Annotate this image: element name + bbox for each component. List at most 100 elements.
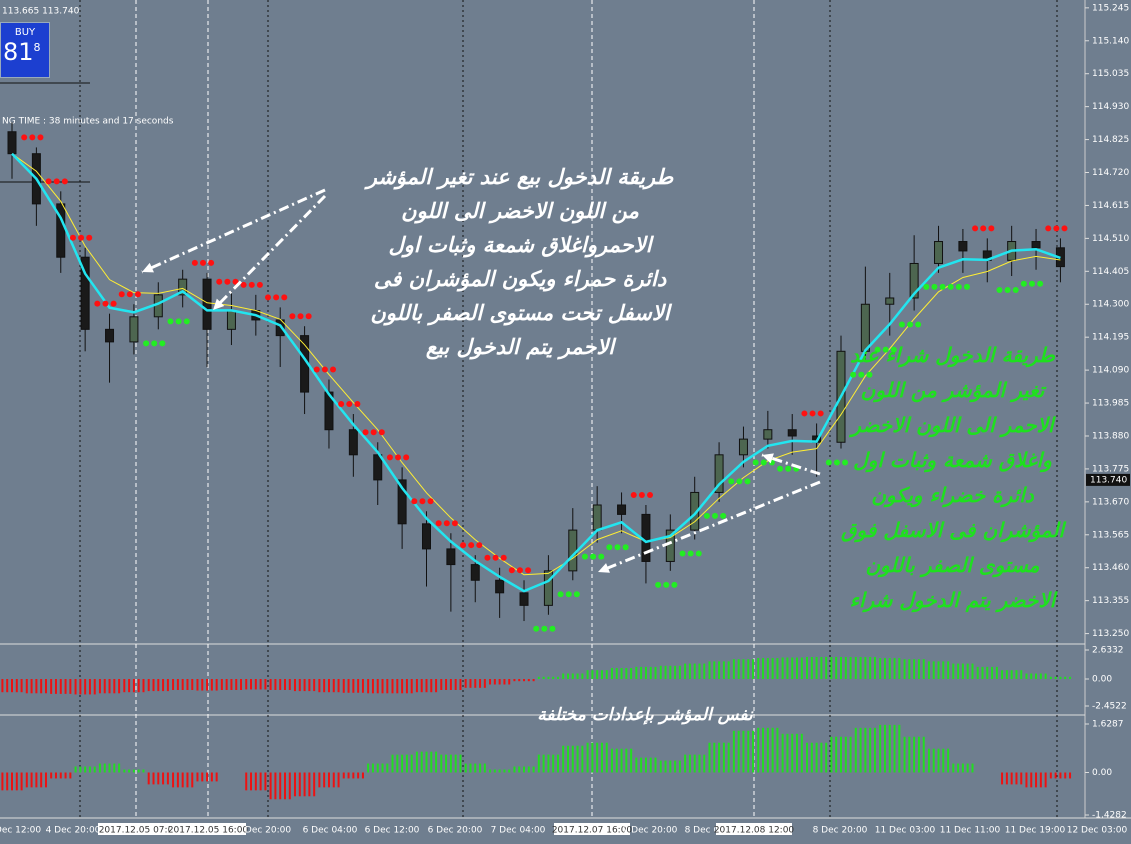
trend-dot-down	[1061, 225, 1068, 232]
candle-body	[373, 454, 383, 481]
trend-dot-up	[955, 283, 962, 290]
candle-body	[885, 297, 895, 305]
y-tick-label: 113.565	[1092, 530, 1129, 540]
buy-button[interactable]: BUY 818	[0, 22, 50, 78]
y-tick-label: 114.300	[1092, 300, 1129, 310]
trend-dot-up	[882, 346, 889, 353]
trend-dot-up	[712, 512, 719, 519]
x-tick-label: 12 Dec 03:00	[1067, 826, 1128, 836]
trend-dot-down	[395, 454, 402, 461]
y-tick-label: 1.6287	[1092, 720, 1124, 730]
candle-body	[495, 579, 505, 594]
trend-dot-down	[411, 498, 418, 505]
trend-dot-up	[915, 321, 922, 328]
candle-body	[178, 278, 188, 296]
trend-dot-up	[1020, 280, 1027, 287]
trend-dot-down	[94, 300, 101, 307]
trend-dot-down	[224, 278, 231, 285]
trend-dot-up	[720, 512, 727, 519]
y-tick-label: 0.00	[1092, 768, 1112, 778]
trend-dot-down	[346, 401, 353, 408]
trend-dot-up	[931, 283, 938, 290]
trend-dot-down	[199, 259, 206, 266]
annotation-line: الاسفل تحت مستوى الصفر باللون	[370, 301, 670, 325]
trend-dot-down	[45, 178, 52, 185]
y-tick-label: 114.195	[1092, 333, 1129, 343]
x-tick-label: 6 Dec 20:00	[428, 826, 483, 836]
trend-dot-down	[386, 454, 393, 461]
candle-body	[105, 328, 115, 343]
x-tick-label: 8 Dec 04:00	[685, 826, 740, 836]
y-tick-label: 114.405	[1092, 267, 1129, 277]
trend-dot-down	[313, 366, 320, 373]
trend-dot-down	[53, 178, 60, 185]
period-separators	[135, 0, 755, 818]
trend-dot-up	[581, 553, 588, 560]
trend-dot-up	[695, 550, 702, 557]
x-tick-label: 2017.12.08 12:00	[714, 826, 795, 836]
annotation-line: الاحمر يتم الدخول بيع	[425, 335, 615, 359]
trend-dot-up	[825, 459, 832, 466]
annotation-line: الاخضر يتم الدخول شراء	[849, 588, 1056, 612]
x-tick-label: 4 Dec 20:00	[46, 826, 101, 836]
trend-dot-up	[1012, 287, 1019, 294]
y-tick-label: 2.6332	[1092, 646, 1124, 656]
x-tick-label: Dec 12:00	[0, 826, 41, 836]
y-tick-label: 113.250	[1092, 629, 1129, 639]
trend-dot-down	[330, 366, 337, 373]
arrow-head	[142, 262, 154, 273]
y-tick-label: 115.245	[1092, 3, 1129, 13]
trend-dot-up	[175, 318, 182, 325]
trend-dot-down	[516, 567, 523, 574]
x-tick-label: 7 Dec 04:00	[491, 826, 546, 836]
x-tick-label: 2017.12.05 07:0	[99, 826, 174, 836]
annotation-arrow	[211, 194, 327, 312]
trend-dot-down	[86, 234, 93, 241]
trend-dot-down	[289, 313, 296, 320]
trend-dot-up	[744, 478, 751, 485]
candle-body	[714, 454, 724, 493]
trend-dot-up	[1037, 280, 1044, 287]
trend-dot-down	[61, 178, 68, 185]
trend-dot-up	[598, 553, 605, 560]
trend-dot-down	[265, 294, 272, 301]
y-tick-label: 114.510	[1092, 234, 1129, 244]
trend-dot-up	[183, 318, 190, 325]
annotation-line: من اللون الاخضر الى اللون	[401, 199, 639, 223]
trend-dot-down	[37, 134, 44, 141]
x-tick-label: 6 Dec 04:00	[303, 826, 358, 836]
y-tick-label: 114.720	[1092, 168, 1129, 178]
arrow-head	[762, 453, 774, 464]
y-tick-label: 115.140	[1092, 36, 1129, 46]
trend-dot-up	[923, 283, 930, 290]
trend-dot-up	[703, 512, 710, 519]
trend-dot-down	[232, 278, 239, 285]
trend-dot-down	[468, 542, 475, 549]
candle-body	[421, 523, 431, 550]
y-tick-label: 113.985	[1092, 399, 1129, 409]
trend-dot-up	[866, 371, 873, 378]
trend-dot-down	[435, 520, 442, 527]
candle-body	[348, 429, 358, 456]
trend-dot-up	[590, 553, 597, 560]
trend-dot-down	[305, 313, 312, 320]
trend-dot-down	[191, 259, 198, 266]
slow-average	[11, 153, 1061, 576]
price-small: 8	[33, 41, 41, 54]
trend-dot-up	[167, 318, 174, 325]
current-price-label: 113.740	[1090, 475, 1127, 485]
y-tick-label: 114.930	[1092, 102, 1129, 112]
trend-dot-down	[638, 491, 645, 498]
trend-dot-down	[102, 300, 109, 307]
trend-dot-up	[939, 283, 946, 290]
trend-dot-down	[110, 300, 117, 307]
trend-dot-up	[1028, 280, 1035, 287]
candle-body	[958, 241, 968, 252]
trend-dot-down	[988, 225, 995, 232]
trend-dot-up	[557, 591, 564, 598]
trend-dot-down	[980, 225, 987, 232]
candle-body	[787, 429, 797, 437]
buy-label: BUY	[14, 27, 36, 38]
trend-dot-up	[996, 287, 1003, 294]
